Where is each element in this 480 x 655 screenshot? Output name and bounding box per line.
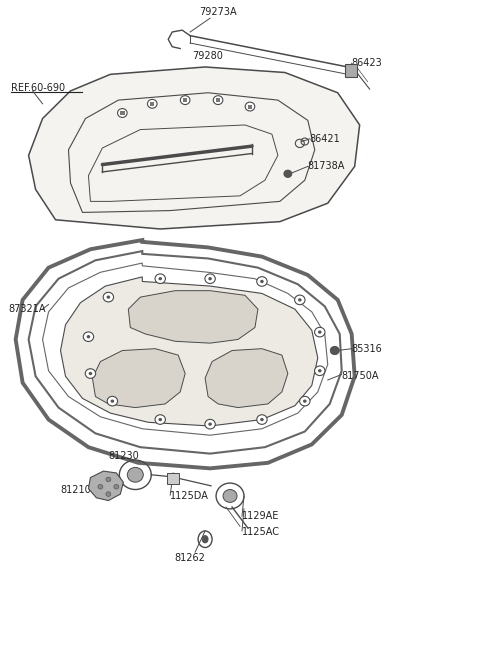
Circle shape <box>118 109 127 117</box>
Polygon shape <box>88 471 123 500</box>
Circle shape <box>147 100 157 108</box>
Bar <box>183 98 187 102</box>
Circle shape <box>83 332 94 341</box>
Circle shape <box>260 418 264 421</box>
Text: 1125DA: 1125DA <box>170 491 209 501</box>
Circle shape <box>318 330 322 334</box>
Circle shape <box>110 400 114 403</box>
Bar <box>150 102 155 106</box>
Polygon shape <box>93 348 185 407</box>
Circle shape <box>284 170 292 178</box>
Circle shape <box>89 372 92 375</box>
Text: 81210D: 81210D <box>60 485 99 495</box>
Text: 79280: 79280 <box>192 51 223 61</box>
Circle shape <box>314 328 325 337</box>
Circle shape <box>295 295 305 305</box>
Circle shape <box>107 295 110 299</box>
Circle shape <box>158 418 162 421</box>
Circle shape <box>205 274 215 284</box>
Text: 81230: 81230 <box>108 451 139 461</box>
Text: 86421: 86421 <box>310 134 340 144</box>
Ellipse shape <box>202 536 208 543</box>
Text: 81262: 81262 <box>175 553 205 563</box>
Circle shape <box>330 346 339 354</box>
Text: 87321A: 87321A <box>9 304 46 314</box>
Text: 81750A: 81750A <box>342 371 379 381</box>
Circle shape <box>300 396 310 406</box>
Circle shape <box>106 492 111 496</box>
Text: 81738A: 81738A <box>308 161 345 172</box>
Circle shape <box>208 277 212 280</box>
Circle shape <box>114 485 119 489</box>
Circle shape <box>158 277 162 280</box>
Circle shape <box>257 276 267 286</box>
Circle shape <box>298 298 301 301</box>
Text: 1129AE: 1129AE <box>242 511 279 521</box>
Circle shape <box>155 274 166 284</box>
Circle shape <box>245 102 255 111</box>
Bar <box>345 64 357 77</box>
Polygon shape <box>60 277 318 426</box>
Circle shape <box>303 400 307 403</box>
Bar <box>216 98 220 102</box>
Polygon shape <box>205 348 288 407</box>
Circle shape <box>205 419 215 429</box>
Bar <box>167 473 179 484</box>
Circle shape <box>257 415 267 424</box>
Circle shape <box>103 292 114 302</box>
Circle shape <box>208 422 212 426</box>
Text: 86423: 86423 <box>352 58 383 68</box>
Text: 79273A: 79273A <box>199 7 237 17</box>
Bar <box>120 111 124 115</box>
Bar <box>248 105 252 109</box>
Circle shape <box>106 477 111 481</box>
Circle shape <box>155 415 166 424</box>
Circle shape <box>318 369 322 373</box>
Text: 85316: 85316 <box>352 344 383 354</box>
Circle shape <box>107 396 118 406</box>
Text: 1125AC: 1125AC <box>242 527 280 537</box>
Text: REF.60-690: REF.60-690 <box>11 83 65 93</box>
Circle shape <box>314 366 325 375</box>
Polygon shape <box>128 291 258 343</box>
Circle shape <box>223 489 237 502</box>
Polygon shape <box>29 67 360 229</box>
Circle shape <box>213 96 223 105</box>
Circle shape <box>180 96 190 105</box>
Circle shape <box>98 485 103 489</box>
Circle shape <box>260 280 264 283</box>
Circle shape <box>85 369 96 379</box>
Circle shape <box>127 468 144 482</box>
Circle shape <box>87 335 90 339</box>
